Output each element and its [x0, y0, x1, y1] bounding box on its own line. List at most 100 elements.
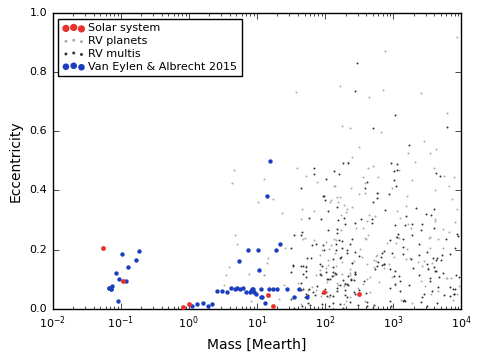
RV planets [364, 165, 372, 171]
RV planets [338, 271, 346, 277]
Van Eylen & Albrecht 2015 [208, 301, 216, 307]
RV planets [230, 167, 238, 173]
RV multis [297, 287, 304, 292]
RV multis [333, 204, 341, 210]
RV multis [298, 280, 305, 286]
RV multis [399, 298, 407, 304]
RV planets [348, 185, 355, 191]
RV multis [334, 217, 341, 223]
RV multis [415, 272, 423, 278]
RV planets [424, 265, 432, 271]
Van Eylen & Albrecht 2015 [251, 289, 258, 295]
RV multis [438, 252, 445, 258]
RV planets [248, 298, 255, 303]
RV multis [393, 234, 401, 240]
RV multis [288, 245, 295, 251]
RV planets [312, 273, 320, 278]
RV planets [443, 111, 450, 116]
RV multis [395, 273, 403, 279]
Van Eylen & Albrecht 2015 [248, 287, 256, 292]
RV planets [418, 278, 425, 284]
RV multis [306, 302, 314, 308]
RV planets [396, 215, 403, 220]
Solar system [99, 245, 107, 251]
Van Eylen & Albrecht 2015 [235, 258, 243, 264]
Van Eylen & Albrecht 2015 [284, 287, 291, 292]
RV planets [418, 90, 425, 96]
RV planets [426, 234, 434, 240]
RV multis [288, 269, 295, 275]
RV planets [310, 208, 317, 213]
RV multis [442, 236, 450, 242]
Van Eylen & Albrecht 2015 [244, 247, 252, 252]
RV multis [401, 222, 408, 228]
RV planets [312, 287, 320, 292]
RV multis [372, 190, 380, 196]
RV multis [322, 197, 329, 203]
RV planets [260, 176, 267, 182]
RV planets [389, 274, 396, 279]
RV multis [405, 143, 413, 148]
RV planets [341, 280, 349, 285]
Van Eylen & Albrecht 2015 [241, 289, 249, 295]
RV planets [408, 225, 415, 231]
RV multis [322, 176, 330, 182]
Van Eylen & Albrecht 2015 [125, 264, 132, 270]
RV planets [357, 246, 364, 252]
Van Eylen & Albrecht 2015 [253, 247, 261, 252]
RV planets [334, 282, 342, 288]
RV multis [333, 288, 340, 294]
RV multis [361, 185, 369, 190]
Van Eylen & Albrecht 2015 [107, 287, 115, 292]
RV planets [451, 219, 458, 225]
RV multis [363, 179, 371, 185]
RV multis [329, 270, 337, 275]
RV multis [430, 264, 438, 270]
RV multis [310, 171, 318, 177]
RV planets [426, 246, 434, 251]
RV multis [335, 171, 343, 176]
Van Eylen & Albrecht 2015 [115, 276, 123, 282]
RV multis [342, 292, 349, 297]
RV multis [332, 240, 340, 246]
RV planets [269, 196, 277, 202]
RV planets [337, 212, 345, 218]
RV planets [367, 274, 374, 280]
RV multis [433, 300, 441, 306]
RV multis [440, 292, 447, 297]
RV multis [297, 232, 304, 238]
RV planets [371, 213, 379, 219]
RV multis [313, 283, 321, 288]
RV planets [404, 221, 412, 226]
RV planets [381, 49, 389, 54]
Van Eylen & Albrecht 2015 [257, 294, 264, 300]
RV multis [346, 299, 354, 305]
RV multis [332, 271, 340, 277]
RV planets [406, 256, 414, 261]
RV multis [302, 268, 310, 274]
RV multis [419, 221, 426, 227]
RV multis [289, 264, 297, 269]
Van Eylen & Albrecht 2015 [112, 270, 120, 276]
RV planets [393, 208, 400, 214]
RV planets [333, 280, 341, 286]
RV planets [324, 258, 332, 264]
RV planets [432, 218, 439, 224]
RV multis [408, 221, 416, 226]
RV planets [432, 216, 439, 222]
RV multis [307, 256, 315, 261]
RV planets [292, 89, 300, 95]
RV planets [359, 281, 367, 287]
RV planets [355, 144, 363, 150]
RV multis [385, 191, 393, 197]
RV multis [350, 277, 358, 283]
RV multis [387, 160, 395, 166]
RV multis [357, 216, 365, 222]
Van Eylen & Albrecht 2015 [106, 285, 113, 291]
RV multis [372, 266, 379, 272]
RV multis [299, 271, 307, 276]
RV planets [425, 235, 432, 241]
Van Eylen & Albrecht 2015 [248, 288, 255, 294]
RV multis [405, 282, 413, 288]
RV multis [450, 291, 457, 297]
